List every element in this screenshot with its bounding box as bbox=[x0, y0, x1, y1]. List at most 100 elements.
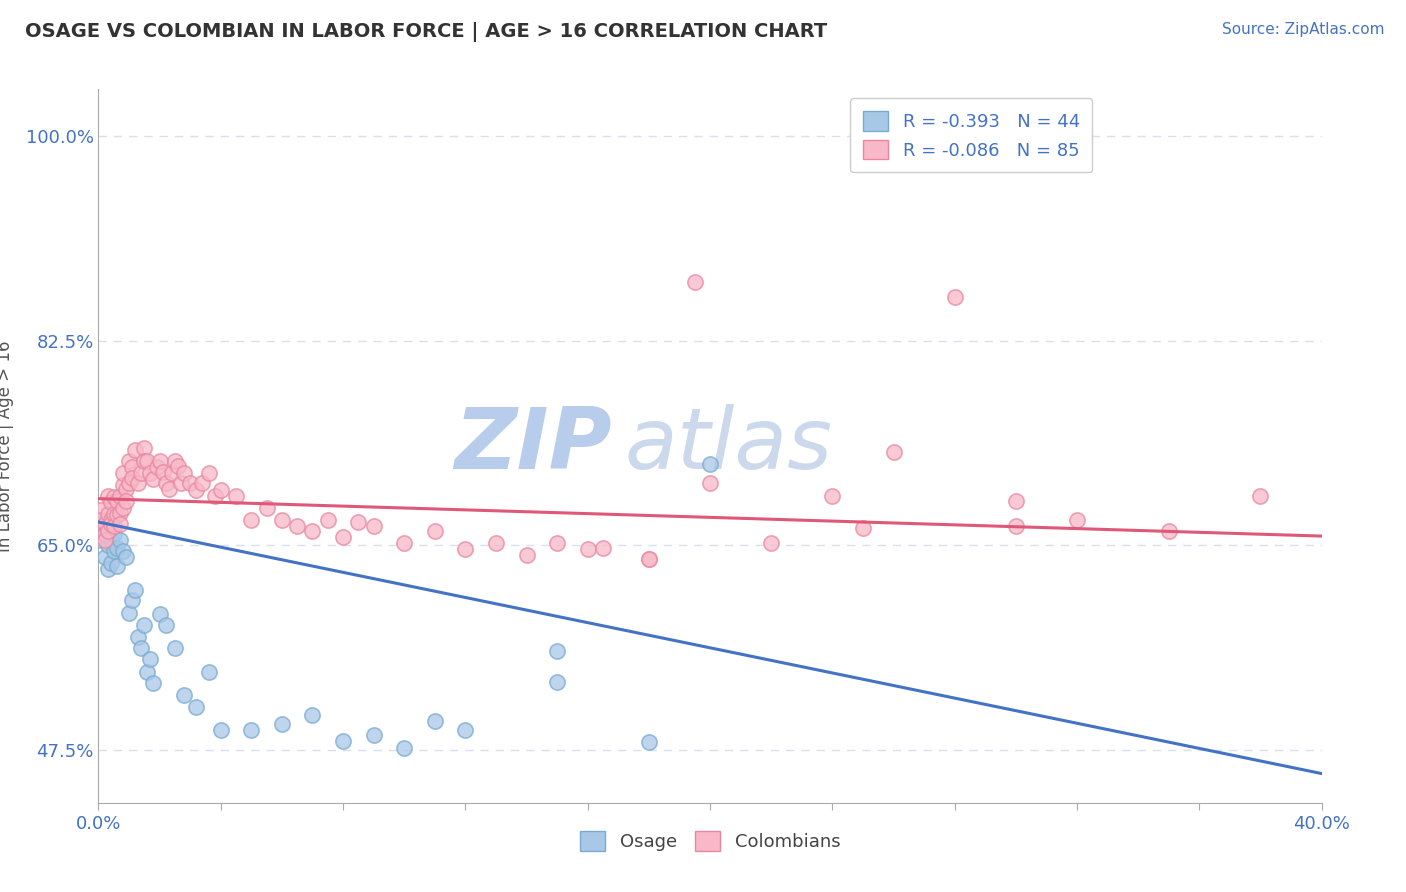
Point bbox=[170, 476, 193, 491]
Point bbox=[97, 524, 120, 539]
Point bbox=[209, 483, 232, 498]
Point bbox=[111, 544, 134, 558]
Point bbox=[149, 454, 172, 468]
Text: OSAGE VS COLOMBIAN IN LABOR FORCE | AGE > 16 CORRELATION CHART: OSAGE VS COLOMBIAN IN LABOR FORCE | AGE … bbox=[25, 22, 828, 42]
Text: atlas: atlas bbox=[624, 404, 832, 488]
Point bbox=[821, 489, 844, 503]
Point bbox=[576, 541, 599, 556]
Point bbox=[943, 290, 966, 304]
Point bbox=[100, 513, 122, 527]
Point bbox=[108, 506, 131, 520]
Point bbox=[699, 476, 721, 491]
Point bbox=[103, 491, 125, 505]
Point bbox=[139, 652, 162, 666]
Point bbox=[115, 494, 138, 508]
Point bbox=[270, 513, 292, 527]
Point bbox=[759, 536, 782, 550]
Point bbox=[105, 541, 128, 555]
Point bbox=[546, 675, 568, 690]
Point bbox=[97, 507, 120, 521]
Point bbox=[637, 552, 661, 566]
Point bbox=[1004, 518, 1026, 533]
Point bbox=[316, 513, 339, 527]
Point bbox=[160, 466, 183, 480]
Point bbox=[423, 714, 446, 728]
Point bbox=[186, 699, 208, 714]
Point bbox=[225, 489, 247, 503]
Point bbox=[118, 476, 141, 491]
Point bbox=[115, 483, 138, 497]
Point bbox=[209, 723, 232, 738]
Point bbox=[103, 507, 125, 521]
Point bbox=[392, 536, 416, 550]
Point bbox=[173, 688, 195, 702]
Text: ZIP: ZIP bbox=[454, 404, 612, 488]
Point bbox=[142, 472, 165, 486]
Point bbox=[93, 517, 115, 532]
Point bbox=[121, 593, 143, 607]
Point bbox=[100, 495, 122, 509]
Point bbox=[93, 533, 115, 547]
Point bbox=[139, 466, 162, 480]
Point bbox=[134, 442, 156, 456]
Point bbox=[592, 541, 614, 555]
Point bbox=[332, 733, 354, 747]
Point bbox=[145, 460, 167, 475]
Point bbox=[100, 533, 122, 547]
Point bbox=[197, 665, 219, 679]
Point bbox=[127, 476, 149, 491]
Point bbox=[699, 457, 721, 471]
Point bbox=[121, 470, 143, 484]
Point bbox=[883, 445, 905, 459]
Point bbox=[197, 466, 219, 480]
Point bbox=[759, 852, 782, 866]
Point bbox=[1157, 524, 1180, 539]
Point bbox=[108, 533, 131, 547]
Point bbox=[301, 524, 323, 539]
Point bbox=[105, 559, 128, 574]
Point bbox=[1004, 494, 1026, 508]
Point bbox=[127, 630, 149, 644]
Point bbox=[186, 483, 208, 498]
Point bbox=[1295, 840, 1317, 855]
Point bbox=[129, 641, 152, 656]
Point bbox=[93, 526, 115, 541]
Point bbox=[108, 489, 131, 503]
Point bbox=[136, 665, 159, 679]
Point bbox=[129, 466, 152, 480]
Point bbox=[152, 465, 174, 479]
Point bbox=[105, 508, 128, 522]
Y-axis label: In Labor Force | Age > 16: In Labor Force | Age > 16 bbox=[0, 340, 14, 552]
Point bbox=[149, 607, 172, 622]
Point bbox=[454, 541, 477, 556]
Point bbox=[142, 676, 165, 690]
Point bbox=[546, 536, 568, 550]
Point bbox=[637, 735, 661, 749]
Point bbox=[363, 518, 385, 533]
Point bbox=[516, 548, 538, 562]
Point bbox=[423, 524, 446, 539]
Legend: Osage, Colombians: Osage, Colombians bbox=[572, 823, 848, 858]
Point bbox=[332, 530, 354, 544]
Point bbox=[90, 533, 112, 547]
Point bbox=[93, 550, 115, 565]
Point bbox=[111, 466, 134, 480]
Point bbox=[256, 501, 278, 516]
Point bbox=[179, 476, 201, 491]
Point bbox=[115, 550, 138, 565]
Point bbox=[118, 454, 141, 468]
Point bbox=[301, 708, 323, 723]
Point bbox=[155, 476, 177, 491]
Point bbox=[270, 717, 292, 731]
Point bbox=[167, 458, 190, 473]
Point bbox=[173, 466, 195, 480]
Point bbox=[240, 513, 263, 527]
Point bbox=[103, 544, 125, 558]
Point bbox=[111, 501, 134, 516]
Point bbox=[93, 526, 115, 541]
Point bbox=[103, 518, 125, 533]
Point bbox=[454, 723, 477, 738]
Point bbox=[111, 477, 134, 491]
Point bbox=[191, 476, 214, 491]
Point bbox=[163, 641, 186, 656]
